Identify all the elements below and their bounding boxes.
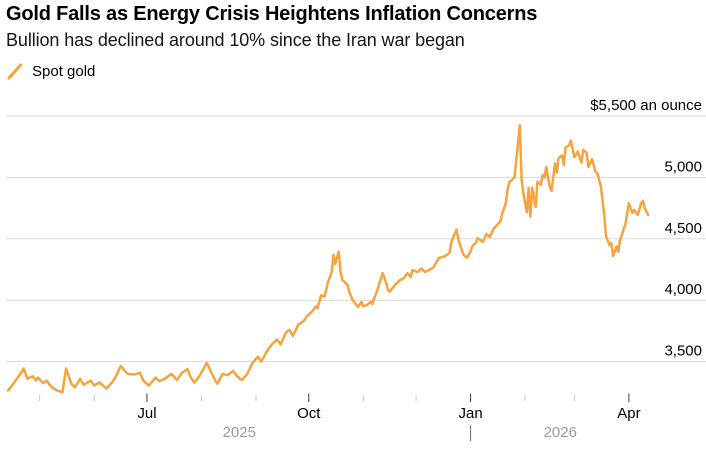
- y-axis-label: 3,500: [664, 343, 702, 360]
- spot-gold-price-line: [6, 123, 650, 394]
- y-axis-label: 4,500: [664, 220, 702, 237]
- legend-label-spot-gold: Spot gold: [32, 63, 96, 80]
- y-axis-label: 4,000: [664, 281, 702, 298]
- month-label: Jan: [458, 405, 482, 422]
- year-label: 2026: [544, 424, 577, 441]
- year-label: 2025: [223, 424, 256, 441]
- month-label: Apr: [617, 405, 640, 422]
- spot-gold-line-swatch-icon: [7, 63, 22, 80]
- chart-subtitle: Bullion has declined around 10% since th…: [6, 30, 465, 50]
- month-label: Jul: [137, 405, 156, 422]
- month-label: Oct: [297, 405, 321, 422]
- legend: Spot gold: [7, 63, 95, 80]
- y-axis-label: 5,000: [664, 158, 702, 175]
- y-axis-label: $5,500 an ounce: [590, 97, 702, 114]
- page-title: Gold Falls as Energy Crisis Heightens In…: [6, 3, 538, 25]
